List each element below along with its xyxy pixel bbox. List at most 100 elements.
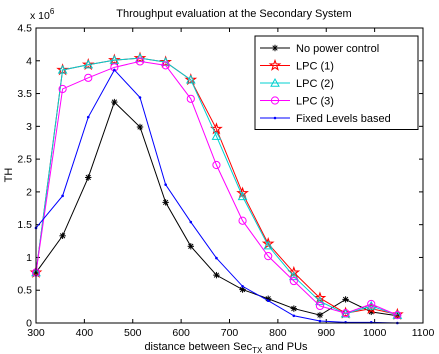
x-tick-label: 800 <box>269 327 287 339</box>
data-point-dot <box>215 256 218 260</box>
data-point-triangle <box>185 74 196 84</box>
data-point-star <box>187 243 194 250</box>
y-axis-multiplier-base: x 10 <box>30 10 50 22</box>
x-tick-label: 900 <box>317 327 335 339</box>
data-point-dot <box>273 116 277 120</box>
data-point-circle <box>58 84 67 94</box>
data-point-circle <box>341 309 350 318</box>
data-point-star <box>162 199 169 206</box>
axis-ticks: 300 400 500 600 700 800 900 1000 1100 0 0.5 1 1.5 2 2.… <box>17 23 434 340</box>
data-point-star <box>136 123 144 131</box>
data-point-dot <box>292 314 296 318</box>
data-point-triangle <box>83 59 94 69</box>
data-point-star <box>316 311 324 319</box>
data-point-circle <box>270 96 280 105</box>
legend-label: LPC (2) <box>296 78 334 90</box>
data-point-star <box>342 296 349 303</box>
data-point-pentagram <box>159 55 172 68</box>
data-point-circle <box>161 61 170 70</box>
data-point-star <box>111 98 118 106</box>
x-tick-label: 700 <box>221 327 239 339</box>
data-point-triangle <box>57 64 68 74</box>
x-axis-label-prefix: distance between Sec <box>144 341 252 353</box>
series-line <box>35 60 398 316</box>
plot-area-frame <box>35 27 424 324</box>
data-point-triangle <box>315 296 325 306</box>
data-point-triangle <box>288 271 299 281</box>
data-point-dot <box>86 115 90 119</box>
data-point-star <box>59 232 66 240</box>
series-line <box>35 101 398 317</box>
series-layer <box>29 51 404 325</box>
x-axis-label-suffix: and PUs <box>262 341 308 353</box>
x-tick-label: 1100 <box>412 327 435 339</box>
series-3 <box>31 53 403 319</box>
data-point-triangle <box>211 131 222 140</box>
data-point-star <box>213 271 220 279</box>
x-tick-label: 1000 <box>363 327 387 339</box>
y-tick-label: 1 <box>26 252 32 264</box>
legend-item: No power control <box>260 43 379 55</box>
data-point-dot <box>113 68 116 72</box>
legend-item: Fixed Levels based <box>260 113 391 125</box>
data-point-triangle <box>263 240 274 250</box>
y-axis-label: TH <box>3 168 15 183</box>
legend: No power control LPC (1) LPC (2) LPC (3) Fix… <box>254 35 419 130</box>
y-tick-label: 3.5 <box>17 88 32 100</box>
legend-label: No power control <box>296 43 379 55</box>
y-tick-label: 2 <box>26 186 32 198</box>
data-point-pentagram <box>287 265 301 278</box>
y-tick-label: 2.5 <box>17 154 32 166</box>
series-5 <box>34 68 399 325</box>
x-tick-label: 300 <box>27 327 45 339</box>
legend-item: LPC (3) <box>260 96 334 108</box>
x-axis-label-subscript: TX <box>252 346 263 354</box>
legend-item: LPC (1) <box>260 58 334 73</box>
legend-label: LPC (1) <box>296 61 334 73</box>
data-point-dot <box>189 220 193 224</box>
data-point-pentagram <box>184 73 198 86</box>
legend-item: LPC (2) <box>260 77 334 90</box>
x-tick-label: 600 <box>172 327 190 339</box>
y-tick-label: 1.5 <box>17 219 32 231</box>
data-point-circle <box>315 301 325 311</box>
legend-label: LPC (3) <box>296 96 334 108</box>
data-point-circle <box>264 252 273 261</box>
y-axis-multiplier: x 106 <box>30 7 55 22</box>
y-tick-label: 3 <box>26 121 32 133</box>
data-point-dot <box>164 183 167 186</box>
data-point-pentagram <box>133 51 147 64</box>
x-tick-label: 500 <box>124 327 142 339</box>
data-point-star <box>271 44 279 52</box>
data-point-dot <box>241 284 244 288</box>
data-point-dot <box>266 299 270 303</box>
data-point-dot <box>138 96 142 99</box>
data-point-pentagram <box>268 58 282 71</box>
data-point-triangle <box>366 300 377 310</box>
y-tick-label: 0.5 <box>17 285 32 297</box>
data-point-circle <box>186 94 195 103</box>
data-point-dot <box>318 319 322 323</box>
legend-label: Fixed Levels based <box>296 113 391 125</box>
x-axis-label: distance between SecTX and PUs <box>144 341 308 354</box>
data-point-triangle <box>237 191 248 201</box>
y-axis-multiplier-exponent: 6 <box>50 7 55 16</box>
data-point-pentagram <box>236 186 249 199</box>
series-4 <box>31 57 402 320</box>
chart-title: Throughput evaluation at the Secondary S… <box>116 8 351 20</box>
y-tick-label: 0 <box>26 318 32 330</box>
x-tick-label: 400 <box>76 327 94 339</box>
data-point-circle <box>84 73 93 82</box>
data-point-star <box>290 305 298 312</box>
data-point-dot <box>61 194 64 198</box>
data-point-star <box>85 174 92 181</box>
data-point-circle <box>393 311 402 320</box>
data-point-pentagram <box>108 53 121 66</box>
data-point-pentagram <box>81 58 95 71</box>
y-tick-label: 4 <box>26 55 32 67</box>
data-point-circle <box>135 57 145 66</box>
series-line <box>35 57 398 316</box>
data-point-triangle <box>270 77 280 87</box>
data-point-pentagram <box>313 291 327 304</box>
